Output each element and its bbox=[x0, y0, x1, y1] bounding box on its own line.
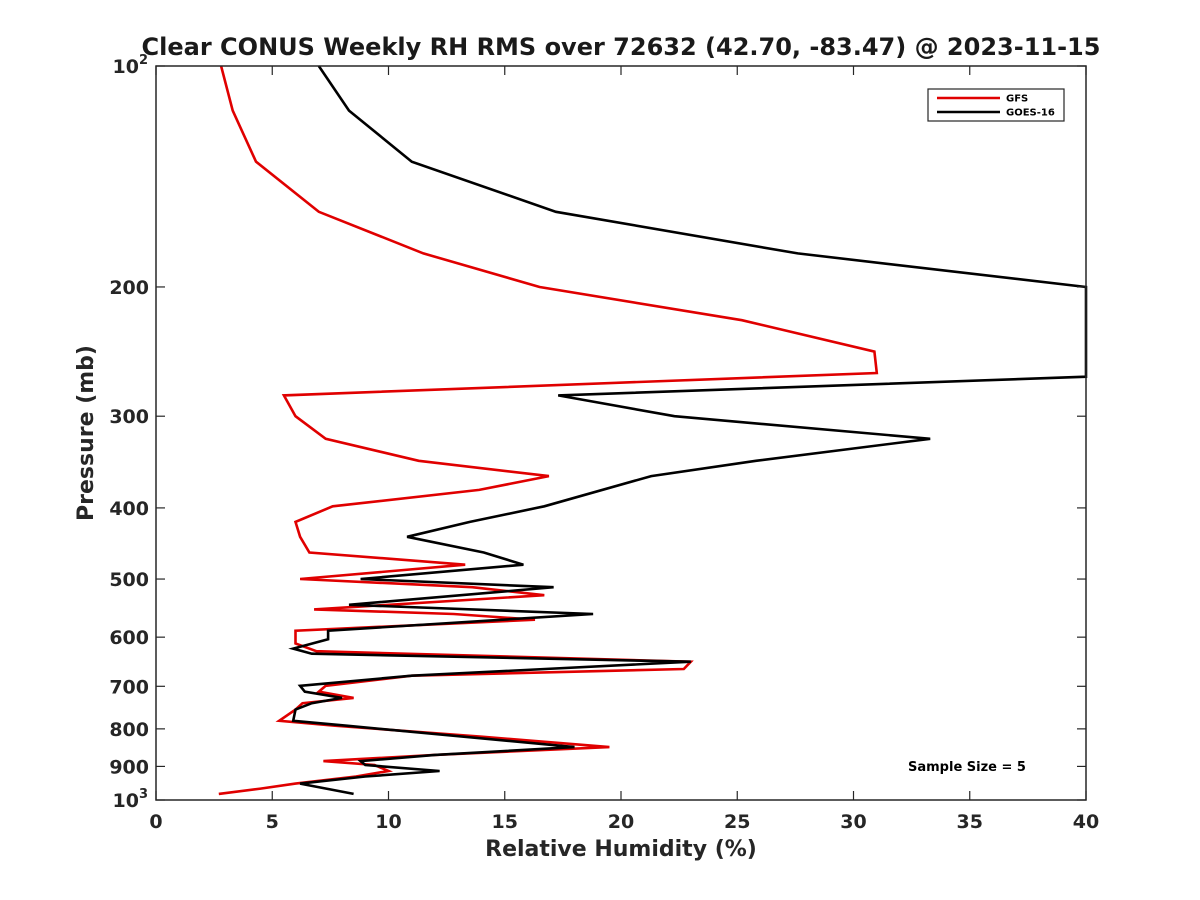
chart-title: Clear CONUS Weekly RH RMS over 72632 (42… bbox=[142, 33, 1101, 61]
series-line-gfs bbox=[218, 65, 879, 796]
x-tick-label: 25 bbox=[724, 811, 750, 833]
y-tick-label: 102 bbox=[113, 53, 149, 78]
x-tick-label: 20 bbox=[608, 811, 634, 833]
y-tick-label: 200 bbox=[109, 277, 149, 299]
x-axis-label: Relative Humidity (%) bbox=[485, 837, 757, 862]
x-tick-label: 5 bbox=[266, 811, 279, 833]
x-tick-label: 10 bbox=[375, 811, 401, 833]
y-tick-label: 900 bbox=[109, 756, 149, 778]
y-tick-label: 103 bbox=[113, 787, 149, 812]
y-tick-label: 500 bbox=[109, 569, 149, 591]
series-layer bbox=[218, 65, 1088, 796]
x-axis-ticks: 0 5 10 15 20 25 30 35 40 bbox=[149, 66, 1099, 833]
x-tick-label: 40 bbox=[1073, 811, 1099, 833]
x-tick-label: 15 bbox=[492, 811, 518, 833]
series-line-goes-16 bbox=[288, 65, 1088, 796]
y-axis-label: Pressure (mb) bbox=[74, 345, 99, 521]
y-tick-label: 300 bbox=[109, 406, 149, 428]
sample-size-annotation: Sample Size = 5 bbox=[908, 760, 1026, 775]
legend-box bbox=[927, 88, 1065, 122]
y-axis-ticks: 102 200 300 400 500 600 700 800 900 103 bbox=[109, 53, 1086, 812]
y-tick-label: 800 bbox=[109, 719, 149, 741]
legend-label-goes-16: GOES-16 bbox=[1006, 108, 1055, 119]
y-tick-label: 400 bbox=[109, 498, 149, 520]
legend-label-gfs: GFS bbox=[1006, 94, 1028, 105]
x-tick-label: 0 bbox=[149, 811, 162, 833]
y-tick-label: 700 bbox=[109, 676, 149, 698]
x-tick-label: 30 bbox=[840, 811, 866, 833]
x-tick-label: 35 bbox=[957, 811, 983, 833]
legend: GFS GOES-16 bbox=[927, 88, 1065, 122]
y-tick-label: 600 bbox=[109, 627, 149, 649]
